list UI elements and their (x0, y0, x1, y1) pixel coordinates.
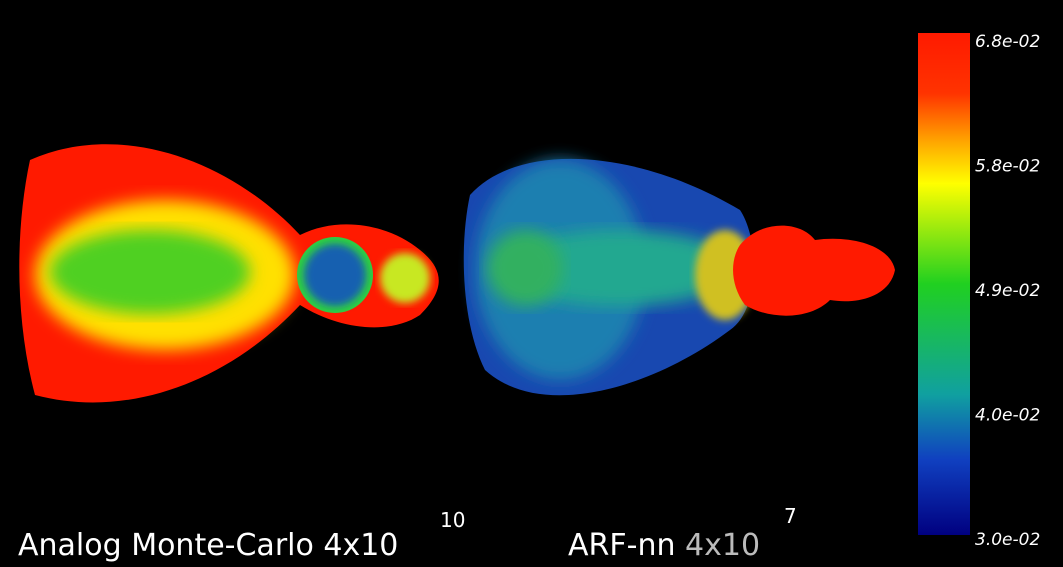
exponent: 7 (784, 504, 797, 528)
left-map (19, 144, 439, 403)
colorbar-label: 4.0e-02 (975, 406, 1040, 426)
caption: Analog Monte-Carlo 4x10 (18, 528, 398, 563)
colorbar (918, 33, 970, 535)
colorbar-label: 5.8e-02 (975, 157, 1040, 177)
caption: ARF-nn 4x10 (568, 528, 760, 563)
colorbar-label: 3.0e-02 (975, 530, 1040, 550)
caption-text: ARF-nn (568, 528, 675, 563)
caption-emphasis: 4x10 (685, 528, 760, 563)
exponent: 10 (440, 508, 465, 532)
colorbar-label: 4.9e-02 (975, 281, 1040, 301)
colorbar-label: 6.8e-02 (975, 32, 1040, 52)
right-map (463, 158, 895, 396)
